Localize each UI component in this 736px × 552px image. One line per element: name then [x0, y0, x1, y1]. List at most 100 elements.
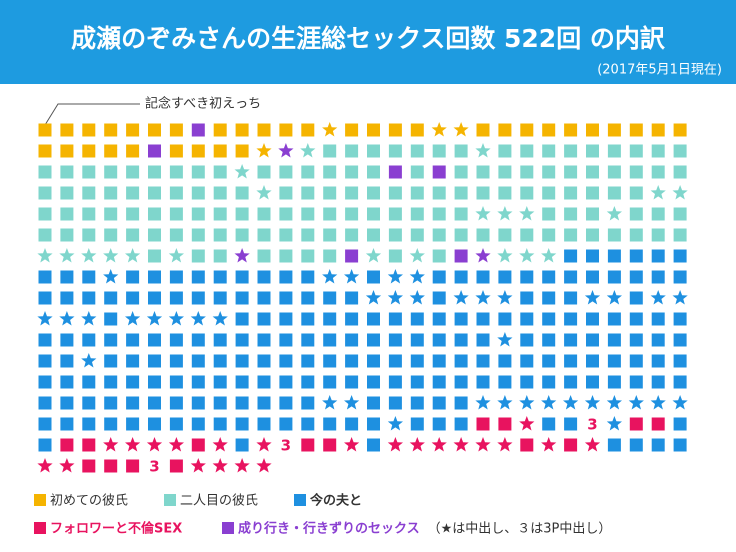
square-mark	[104, 333, 118, 347]
star-mark	[431, 122, 447, 137]
square-mark	[629, 417, 643, 431]
square-mark	[410, 144, 424, 158]
square-mark	[82, 396, 96, 410]
square-mark	[564, 333, 578, 347]
square-mark	[213, 354, 227, 368]
square-mark	[476, 186, 490, 200]
star-mark	[606, 206, 622, 221]
square-mark	[542, 144, 556, 158]
star-mark	[650, 185, 666, 200]
square-mark	[126, 207, 140, 221]
square-mark	[213, 207, 227, 221]
star-mark	[497, 437, 513, 452]
square-mark	[126, 291, 140, 305]
legend-swatch	[222, 522, 234, 534]
square-mark	[279, 249, 293, 263]
square-mark	[323, 354, 337, 368]
square-mark	[673, 354, 687, 368]
square-mark	[148, 144, 161, 158]
star-mark	[81, 248, 97, 263]
square-mark	[38, 144, 52, 158]
square-mark	[191, 354, 205, 368]
square-mark	[82, 417, 96, 431]
square-mark	[651, 123, 665, 137]
square-mark	[367, 270, 380, 284]
square-mark	[235, 354, 249, 368]
square-mark	[191, 333, 205, 347]
square-mark	[586, 270, 599, 284]
star-mark	[672, 290, 688, 305]
star-mark	[541, 248, 557, 263]
square-mark	[520, 312, 534, 326]
square-mark	[126, 396, 140, 410]
square-mark	[542, 291, 556, 305]
square-mark	[148, 186, 161, 200]
square-mark	[345, 354, 359, 368]
star-mark	[256, 185, 272, 200]
square-mark	[126, 270, 140, 284]
square-mark	[629, 144, 643, 158]
square-mark	[126, 459, 140, 473]
square-mark	[520, 354, 534, 368]
square-mark	[301, 228, 315, 242]
square-mark	[388, 396, 402, 410]
star-mark	[81, 311, 97, 326]
legend-label: 初めての彼氏	[50, 494, 128, 509]
square-mark	[213, 375, 227, 389]
square-mark	[651, 354, 665, 368]
square-mark	[367, 333, 380, 347]
square-mark	[454, 396, 468, 410]
square-mark	[323, 186, 337, 200]
star-mark	[606, 416, 622, 431]
star-mark	[475, 290, 491, 305]
square-mark	[564, 375, 578, 389]
square-mark	[673, 228, 687, 242]
square-mark	[673, 249, 687, 263]
square-mark	[388, 165, 402, 179]
square-mark	[148, 249, 161, 263]
square-mark	[586, 186, 599, 200]
square-mark	[301, 354, 315, 368]
square-mark	[323, 144, 337, 158]
star-mark	[322, 269, 338, 284]
square-mark	[169, 396, 183, 410]
star-mark	[234, 164, 250, 179]
square-mark	[454, 375, 468, 389]
square-mark	[520, 438, 534, 452]
square-mark	[169, 375, 183, 389]
star-mark	[584, 395, 601, 410]
square-mark	[301, 165, 315, 179]
square-mark	[104, 396, 118, 410]
square-mark	[454, 354, 468, 368]
legend-note: （★は中出し、３は3P中出し）	[428, 522, 612, 537]
square-mark	[82, 333, 96, 347]
square-mark	[257, 375, 271, 389]
square-mark	[607, 144, 621, 158]
square-mark	[564, 186, 578, 200]
square-mark	[235, 417, 249, 431]
square-mark	[432, 417, 446, 431]
square-mark	[38, 186, 52, 200]
star-mark	[37, 311, 53, 326]
square-mark	[345, 375, 359, 389]
square-mark	[520, 186, 534, 200]
square-mark	[104, 354, 118, 368]
square-mark	[345, 312, 359, 326]
square-mark	[148, 270, 161, 284]
star-mark	[650, 290, 666, 305]
square-mark	[651, 207, 665, 221]
square-mark	[367, 354, 380, 368]
star-mark	[475, 437, 491, 452]
square-mark	[345, 417, 359, 431]
square-mark	[520, 333, 534, 347]
star-mark	[453, 437, 469, 452]
square-mark	[520, 165, 534, 179]
square-mark	[542, 354, 556, 368]
square-mark	[607, 270, 621, 284]
square-mark	[213, 249, 227, 263]
square-mark	[673, 312, 687, 326]
square-mark	[279, 186, 293, 200]
star-mark	[431, 437, 447, 452]
three-mark: 3	[587, 416, 597, 434]
square-mark	[257, 207, 271, 221]
